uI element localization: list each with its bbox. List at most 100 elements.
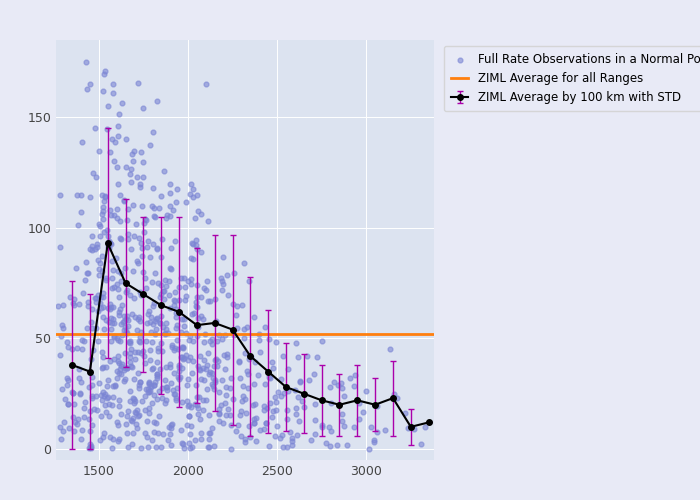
Full Rate Observations in a Normal Point: [78, 404, 89, 412]
Full Rate Observations in a Normal Point: [238, 325, 249, 333]
Full Rate Observations in a Normal Point: [97, 396, 108, 404]
Full Rate Observations in a Normal Point: [136, 239, 147, 247]
Full Rate Observations in a Normal Point: [164, 304, 176, 312]
Full Rate Observations in a Normal Point: [249, 358, 260, 366]
Full Rate Observations in a Normal Point: [164, 189, 176, 197]
Full Rate Observations in a Normal Point: [115, 190, 126, 198]
Full Rate Observations in a Normal Point: [189, 309, 200, 317]
Full Rate Observations in a Normal Point: [116, 320, 127, 328]
Full Rate Observations in a Normal Point: [216, 335, 228, 343]
Full Rate Observations in a Normal Point: [283, 387, 294, 395]
Full Rate Observations in a Normal Point: [132, 260, 144, 268]
Full Rate Observations in a Normal Point: [197, 364, 209, 372]
Full Rate Observations in a Normal Point: [203, 435, 214, 443]
Full Rate Observations in a Normal Point: [239, 334, 250, 342]
Full Rate Observations in a Normal Point: [252, 371, 263, 379]
Full Rate Observations in a Normal Point: [125, 398, 136, 406]
Full Rate Observations in a Normal Point: [181, 292, 192, 300]
Full Rate Observations in a Normal Point: [110, 382, 121, 390]
Full Rate Observations in a Normal Point: [52, 302, 64, 310]
Full Rate Observations in a Normal Point: [182, 376, 193, 384]
Full Rate Observations in a Normal Point: [144, 380, 155, 388]
Full Rate Observations in a Normal Point: [150, 443, 162, 451]
Full Rate Observations in a Normal Point: [143, 388, 154, 396]
Full Rate Observations in a Normal Point: [94, 436, 105, 444]
Full Rate Observations in a Normal Point: [206, 424, 217, 432]
Full Rate Observations in a Normal Point: [114, 294, 125, 302]
Full Rate Observations in a Normal Point: [115, 365, 126, 373]
Full Rate Observations in a Normal Point: [218, 352, 230, 360]
Full Rate Observations in a Normal Point: [102, 226, 113, 234]
Full Rate Observations in a Normal Point: [151, 394, 162, 402]
Full Rate Observations in a Normal Point: [99, 228, 110, 235]
Full Rate Observations in a Normal Point: [190, 380, 202, 388]
Full Rate Observations in a Normal Point: [326, 428, 337, 436]
Full Rate Observations in a Normal Point: [149, 270, 160, 278]
Full Rate Observations in a Normal Point: [104, 237, 115, 245]
Full Rate Observations in a Normal Point: [153, 346, 164, 354]
Full Rate Observations in a Normal Point: [102, 394, 113, 402]
Full Rate Observations in a Normal Point: [372, 428, 383, 436]
Full Rate Observations in a Normal Point: [108, 283, 120, 291]
Full Rate Observations in a Normal Point: [102, 242, 113, 250]
Full Rate Observations in a Normal Point: [176, 315, 188, 323]
Full Rate Observations in a Normal Point: [134, 378, 146, 386]
Full Rate Observations in a Normal Point: [128, 396, 139, 404]
Full Rate Observations in a Normal Point: [210, 356, 221, 364]
Full Rate Observations in a Normal Point: [164, 430, 175, 438]
Full Rate Observations in a Normal Point: [76, 190, 87, 198]
Full Rate Observations in a Normal Point: [62, 374, 73, 382]
Full Rate Observations in a Normal Point: [316, 422, 328, 430]
Full Rate Observations in a Normal Point: [121, 328, 132, 336]
Full Rate Observations in a Normal Point: [193, 206, 204, 214]
Full Rate Observations in a Normal Point: [83, 382, 94, 390]
Full Rate Observations in a Normal Point: [94, 222, 106, 230]
Full Rate Observations in a Normal Point: [173, 296, 184, 304]
Full Rate Observations in a Normal Point: [186, 422, 197, 430]
Full Rate Observations in a Normal Point: [124, 387, 135, 395]
Full Rate Observations in a Normal Point: [170, 324, 181, 332]
Full Rate Observations in a Normal Point: [118, 318, 130, 326]
Full Rate Observations in a Normal Point: [115, 304, 126, 312]
Full Rate Observations in a Normal Point: [364, 445, 375, 453]
Full Rate Observations in a Normal Point: [85, 245, 96, 253]
Full Rate Observations in a Normal Point: [116, 370, 127, 378]
Full Rate Observations in a Normal Point: [97, 210, 108, 218]
Full Rate Observations in a Normal Point: [286, 441, 297, 449]
Full Rate Observations in a Normal Point: [102, 102, 113, 110]
Full Rate Observations in a Normal Point: [143, 443, 154, 451]
Full Rate Observations in a Normal Point: [86, 373, 97, 381]
Full Rate Observations in a Normal Point: [81, 85, 92, 93]
Full Rate Observations in a Normal Point: [241, 322, 253, 330]
Full Rate Observations in a Normal Point: [193, 394, 204, 402]
Full Rate Observations in a Normal Point: [230, 426, 241, 434]
Full Rate Observations in a Normal Point: [213, 357, 224, 365]
Full Rate Observations in a Normal Point: [57, 427, 68, 435]
Full Rate Observations in a Normal Point: [272, 388, 284, 396]
Full Rate Observations in a Normal Point: [159, 287, 170, 295]
Full Rate Observations in a Normal Point: [103, 376, 114, 384]
Full Rate Observations in a Normal Point: [173, 376, 184, 384]
Full Rate Observations in a Normal Point: [248, 419, 260, 427]
Full Rate Observations in a Normal Point: [120, 264, 131, 272]
Full Rate Observations in a Normal Point: [84, 80, 95, 88]
Full Rate Observations in a Normal Point: [164, 423, 175, 431]
Full Rate Observations in a Normal Point: [309, 416, 321, 424]
Full Rate Observations in a Normal Point: [145, 382, 156, 390]
Full Rate Observations in a Normal Point: [152, 370, 163, 378]
Full Rate Observations in a Normal Point: [240, 409, 251, 417]
Full Rate Observations in a Normal Point: [151, 358, 162, 366]
Full Rate Observations in a Normal Point: [146, 338, 158, 346]
Full Rate Observations in a Normal Point: [85, 318, 96, 326]
Full Rate Observations in a Normal Point: [132, 412, 144, 420]
Full Rate Observations in a Normal Point: [150, 314, 161, 322]
Full Rate Observations in a Normal Point: [166, 424, 177, 432]
Full Rate Observations in a Normal Point: [130, 314, 141, 322]
Full Rate Observations in a Normal Point: [211, 362, 223, 370]
Full Rate Observations in a Normal Point: [253, 330, 265, 338]
Full Rate Observations in a Normal Point: [189, 400, 200, 408]
Full Rate Observations in a Normal Point: [243, 370, 254, 378]
Full Rate Observations in a Normal Point: [171, 312, 182, 320]
Full Rate Observations in a Normal Point: [120, 420, 132, 428]
Full Rate Observations in a Normal Point: [160, 214, 172, 222]
